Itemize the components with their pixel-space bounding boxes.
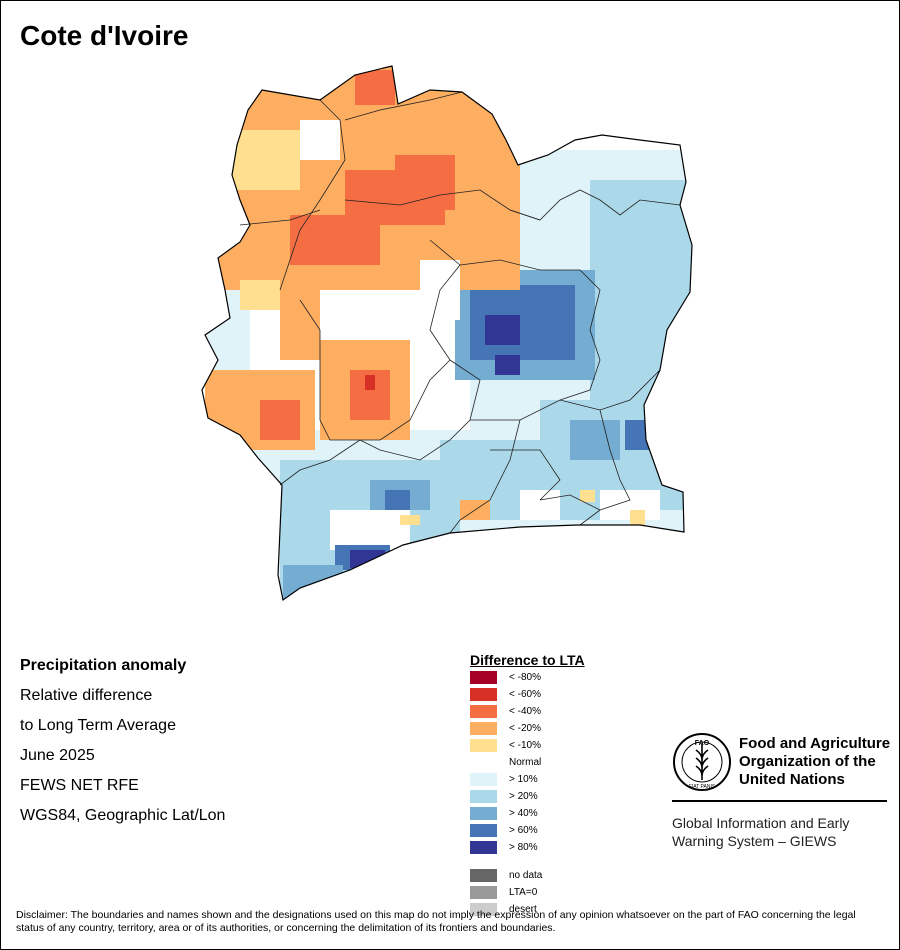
legend-label: > 20% xyxy=(509,791,538,802)
legend-label: LTA=0 xyxy=(509,887,538,898)
fao-logo-letters: FAO xyxy=(695,740,710,747)
legend-swatch xyxy=(470,790,497,803)
giews-label: Global Information and Early Warning Sys… xyxy=(672,814,892,850)
country-outline xyxy=(201,65,693,602)
info-line: FEWS NET RFE xyxy=(20,777,139,794)
fao-name: Food and Agriculture Organization of the… xyxy=(739,735,900,789)
legend-label: > 80% xyxy=(509,842,538,853)
legend-label: < -80% xyxy=(509,672,541,683)
legend-label: no data xyxy=(509,870,543,881)
legend-swatch xyxy=(470,756,497,769)
legend-title: Difference to LTA xyxy=(470,652,585,668)
legend-swatch xyxy=(470,705,497,718)
map-title: Cote d'Ivoire xyxy=(20,20,189,51)
fao-logo-motto: FIAT PANIS xyxy=(689,784,716,790)
info-line: June 2025 xyxy=(20,747,95,764)
info-line: Relative difference xyxy=(20,687,153,704)
fao-name-line: United Nations xyxy=(739,771,845,788)
anomaly-raster xyxy=(202,66,692,600)
legend-swatch xyxy=(470,869,497,882)
info-line: to Long Term Average xyxy=(20,717,176,734)
fao-logo: FAO FIAT PANIS xyxy=(673,733,731,791)
legend-label: Normal xyxy=(509,757,542,768)
giews-line: Global Information and Early xyxy=(672,815,850,831)
fao-divider xyxy=(672,800,887,802)
legend-swatch xyxy=(470,903,497,916)
legend-swatch xyxy=(470,671,497,684)
precipitation-anomaly-map xyxy=(201,65,693,602)
fao-name-line: Food and Agriculture xyxy=(739,735,891,752)
info-line: WGS84, Geographic Lat/Lon xyxy=(20,807,226,824)
giews-line: Warning System – GIEWS xyxy=(672,833,837,849)
legend-swatch xyxy=(470,807,497,820)
legend-swatch xyxy=(470,886,497,899)
legend-swatch xyxy=(470,841,497,854)
legend-label: < -20% xyxy=(509,723,541,734)
legend-label: < -40% xyxy=(509,706,541,717)
legend-label: desert xyxy=(509,904,537,915)
legend-label: < -10% xyxy=(509,740,541,751)
legend-swatch xyxy=(470,739,497,752)
legend-swatch xyxy=(470,824,497,837)
legend-swatch xyxy=(470,722,497,735)
disclaimer: Disclaimer: The boundaries and names sho… xyxy=(16,909,856,934)
admin-boundaries xyxy=(239,91,681,534)
legend-swatch xyxy=(470,773,497,786)
fao-name-line: Organization of the xyxy=(739,753,876,770)
legend-label: > 60% xyxy=(509,825,538,836)
legend-label: > 10% xyxy=(509,774,538,785)
legend-label: > 40% xyxy=(509,808,538,819)
info-heading: Precipitation anomaly xyxy=(20,657,187,674)
legend-label: < -60% xyxy=(509,689,541,700)
legend-swatch xyxy=(470,688,497,701)
